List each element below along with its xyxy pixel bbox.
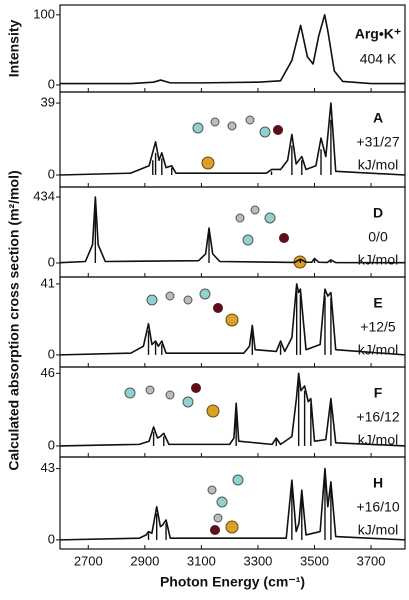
panel-frame [59,456,406,550]
spectrum-line [59,372,406,447]
molecule-a [192,115,283,170]
molecule-d [235,205,307,269]
y-tick-label: 41 [41,275,55,290]
x-axis-label: Photon Energy (cm⁻¹) [160,574,305,590]
energy: +16/12 [356,409,399,425]
panel-label: F [374,385,383,401]
energy: +16/10 [356,499,399,515]
spectrum-line [60,14,405,85]
molecule-f [124,383,220,418]
spectrum-line [59,467,406,541]
y-tick-label: 0 [48,437,55,452]
energy-unit: kJ/mol [358,432,398,448]
panel-label: E [373,295,382,311]
energy-unit: kJ/mol [358,342,398,358]
y-tick-label: 100 [33,6,55,21]
y-axis-label: Intensity [6,20,22,78]
energy-unit: kJ/mol [358,252,398,268]
y-tick-label: 0 [48,254,55,269]
energy: +12/5 [360,319,396,335]
energy: +31/27 [356,134,399,150]
spectrum-line [59,283,406,356]
temperature: 404 K [360,51,397,67]
y-tick-label: 434 [33,188,55,203]
energy-unit: kJ/mol [358,157,398,173]
y-tick-label: 46 [41,365,55,380]
x-tick-label: 3100 [187,553,216,568]
spectrum-line [59,102,406,176]
y-tick-label: 0 [48,346,55,361]
y-tick-label: 43 [41,460,55,475]
energy: 0/0 [368,229,388,245]
energy-unit: kJ/mol [358,522,398,538]
panel-label: H [373,475,383,491]
panel-label: A [373,110,383,126]
panel-label: D [373,205,383,221]
x-tick-label: 3300 [243,553,272,568]
molecule-e [146,288,239,327]
x-tick-label: 2700 [74,553,103,568]
panel-frame [59,186,406,278]
x-tick-label: 3700 [357,553,386,568]
molecule-h [207,474,244,535]
spectrum-line [59,196,406,264]
y-tick-label: 0 [48,531,55,546]
y-tick-label: 39 [41,95,55,110]
panel-frame [59,4,406,93]
panel-label: Arg•K⁺ [355,26,402,42]
x-tick-label: 3500 [300,553,329,568]
x-tick-label: 2900 [130,553,159,568]
y-tick-label: 0 [48,166,55,181]
y-tick-label: 0 [48,76,55,91]
y-axis-label: Calculated absorption cross section (m²/… [6,170,22,470]
